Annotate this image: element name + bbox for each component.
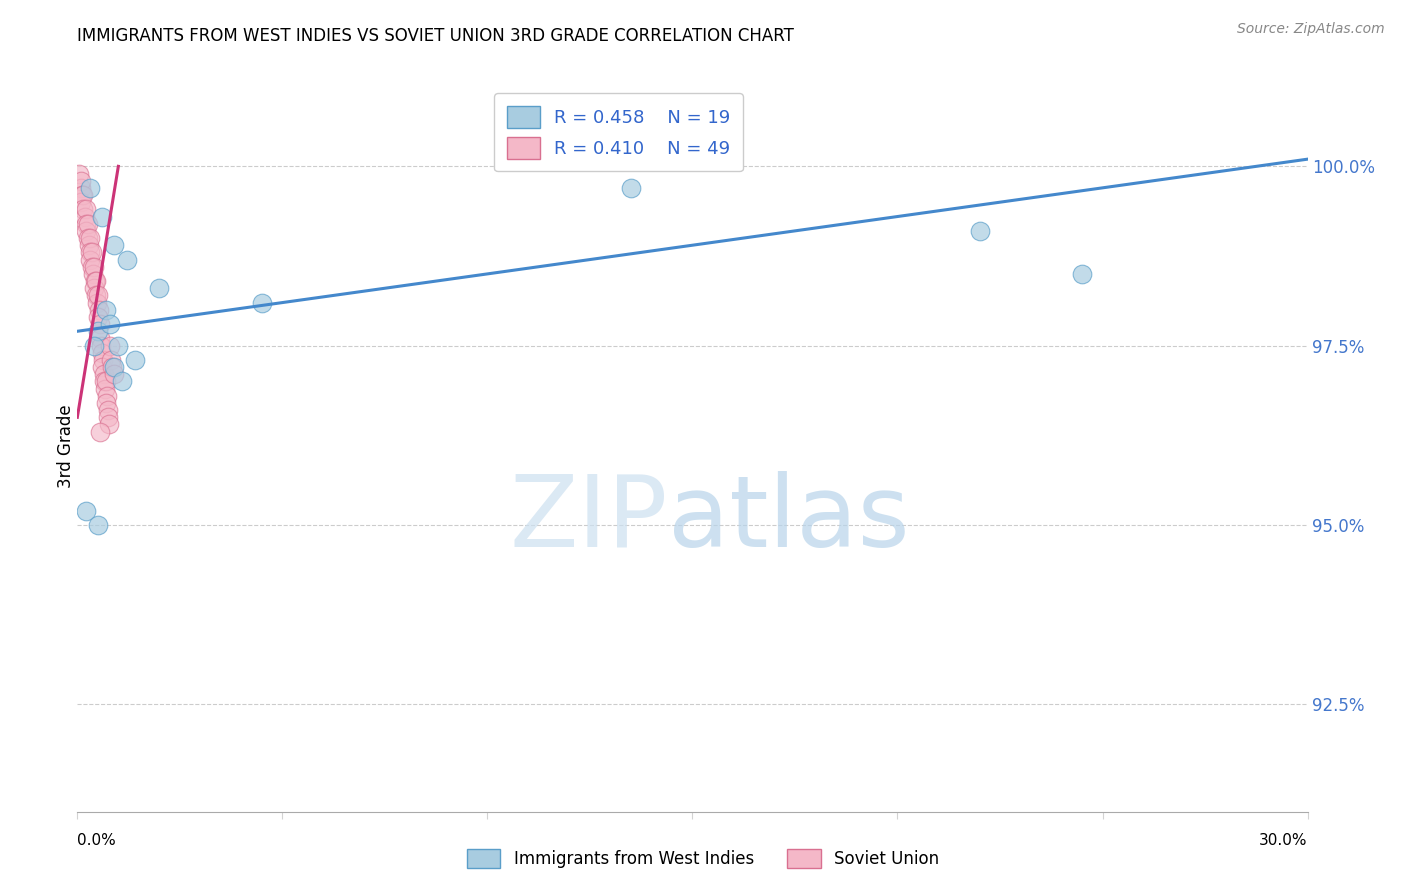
Point: [107, 338, 129, 352]
Point: [94, 382, 117, 396]
Point: [77, 238, 100, 252]
Point: [86, 295, 108, 310]
Point: [84, 274, 107, 288]
Legend: Immigrants from West Indies, Soviet Union: Immigrants from West Indies, Soviet Unio…: [460, 843, 946, 875]
Point: [98, 338, 121, 352]
Text: 0.0%: 0.0%: [77, 833, 117, 848]
Point: [79, 252, 101, 267]
Point: [73, 210, 96, 224]
Legend: R = 0.458    N = 19, R = 0.410    N = 49: R = 0.458 N = 19, R = 0.410 N = 49: [495, 93, 742, 171]
Point: [84, 288, 107, 302]
Text: atlas: atlas: [668, 471, 910, 567]
Point: [75, 217, 97, 231]
Point: [100, 353, 122, 368]
Point: [103, 360, 125, 375]
Point: [87, 517, 110, 532]
Point: [96, 389, 118, 403]
Point: [87, 310, 110, 324]
Text: IMMIGRANTS FROM WEST INDIES VS SOVIET UNION 3RD GRADE CORRELATION CHART: IMMIGRANTS FROM WEST INDIES VS SOVIET UN…: [77, 27, 794, 45]
Point: [94, 396, 117, 410]
Point: [80, 245, 103, 260]
Point: [89, 331, 111, 345]
Point: [89, 425, 111, 439]
Point: [75, 503, 97, 517]
Point: [76, 217, 98, 231]
Point: [90, 360, 114, 375]
Point: [82, 267, 104, 281]
Point: [83, 274, 105, 288]
Point: [72, 202, 94, 217]
Point: [91, 353, 114, 368]
Point: [75, 224, 97, 238]
Y-axis label: 3rd Grade: 3rd Grade: [58, 404, 75, 488]
Point: [87, 302, 110, 317]
Point: [94, 375, 117, 389]
Point: [75, 202, 97, 217]
Point: [1071, 267, 1094, 281]
Point: [79, 231, 101, 245]
Point: [87, 324, 110, 338]
Point: [620, 181, 643, 195]
Point: [79, 181, 101, 195]
Point: [148, 281, 170, 295]
Text: 30.0%: 30.0%: [1260, 833, 1308, 848]
Point: [250, 295, 273, 310]
Point: [97, 410, 120, 425]
Point: [93, 368, 115, 382]
Point: [80, 260, 103, 274]
Point: [90, 338, 112, 352]
Point: [83, 338, 105, 352]
Point: [124, 353, 146, 368]
Point: [98, 417, 121, 432]
Point: [79, 245, 101, 260]
Point: [67, 167, 90, 181]
Point: [70, 195, 93, 210]
Point: [111, 375, 134, 389]
Point: [103, 238, 125, 252]
Text: ZIP: ZIP: [509, 471, 668, 567]
Point: [72, 188, 94, 202]
Text: Source: ZipAtlas.com: Source: ZipAtlas.com: [1237, 22, 1385, 37]
Point: [70, 188, 93, 202]
Point: [101, 360, 124, 375]
Point: [93, 375, 115, 389]
Point: [83, 281, 105, 295]
Point: [115, 252, 138, 267]
Point: [969, 224, 991, 238]
Point: [87, 288, 110, 302]
Point: [83, 260, 105, 274]
Point: [94, 302, 117, 317]
Point: [98, 317, 121, 331]
Point: [76, 231, 98, 245]
Point: [89, 317, 111, 331]
Point: [70, 174, 93, 188]
Point: [103, 368, 125, 382]
Point: [97, 403, 120, 417]
Point: [90, 345, 114, 359]
Point: [69, 181, 91, 195]
Point: [90, 210, 114, 224]
